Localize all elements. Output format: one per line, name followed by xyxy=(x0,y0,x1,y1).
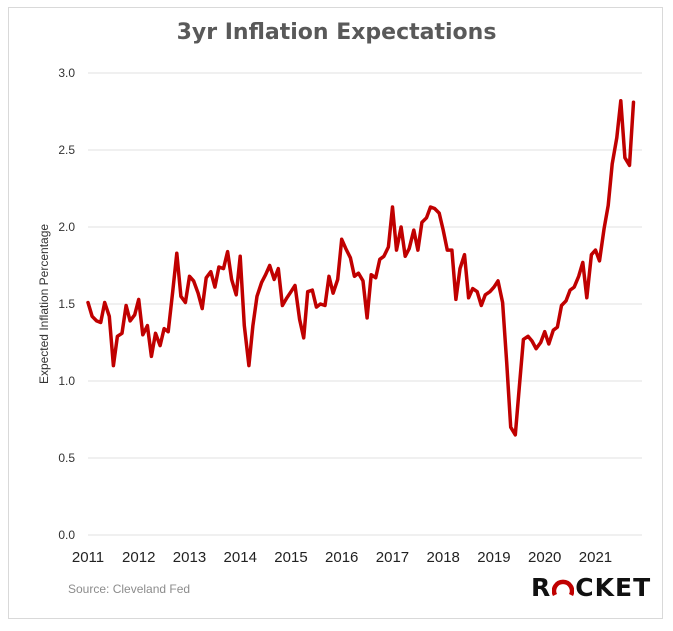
x-tick-labels: 2011 2012 2013 2014 2015 2016 2017 2018 2019 2020… xyxy=(72,549,612,566)
x-tick-label: 2012 xyxy=(122,549,155,566)
x-tick-label: 2017 xyxy=(376,549,409,566)
gridlines xyxy=(88,72,642,536)
x-tick-label: 2014 xyxy=(224,549,257,566)
chart-title: 3yr Inflation Expectations xyxy=(176,20,497,45)
series-line xyxy=(86,98,636,437)
series-group xyxy=(86,98,636,437)
source-note: Source: Cleveland Fed xyxy=(68,582,191,596)
y-tick-label: 1.0 xyxy=(58,374,75,388)
x-tick-label: 2011 xyxy=(72,549,104,566)
rocket-logo: R CKET xyxy=(531,573,651,602)
y-tick-labels: 0.0 0.5 1.0 1.5 2.0 2.5 3.0 xyxy=(58,66,75,542)
logo-letters-cket: CKET xyxy=(575,573,652,602)
x-tick-label: 2020 xyxy=(528,549,561,566)
x-tick-label: 2016 xyxy=(325,549,358,566)
x-tick-label: 2013 xyxy=(173,549,206,566)
x-tick-label: 2018 xyxy=(427,549,460,566)
x-tick-label: 2019 xyxy=(477,549,510,566)
y-tick-label: 2.5 xyxy=(58,143,75,157)
y-tick-label: 2.0 xyxy=(58,220,75,234)
logo-o-icon xyxy=(552,577,575,599)
logo-letter-r: R xyxy=(531,573,552,602)
y-tick-label: 1.5 xyxy=(58,297,75,311)
x-tick-label: 2015 xyxy=(274,549,307,566)
x-tick-label: 2021 xyxy=(579,549,612,566)
y-axis-label: Expected Inflation Percentage xyxy=(37,224,51,384)
chart-frame xyxy=(8,7,663,619)
y-tick-label: 3.0 xyxy=(58,66,75,80)
y-tick-label: 0.0 xyxy=(58,528,75,542)
y-tick-label: 0.5 xyxy=(58,451,75,465)
